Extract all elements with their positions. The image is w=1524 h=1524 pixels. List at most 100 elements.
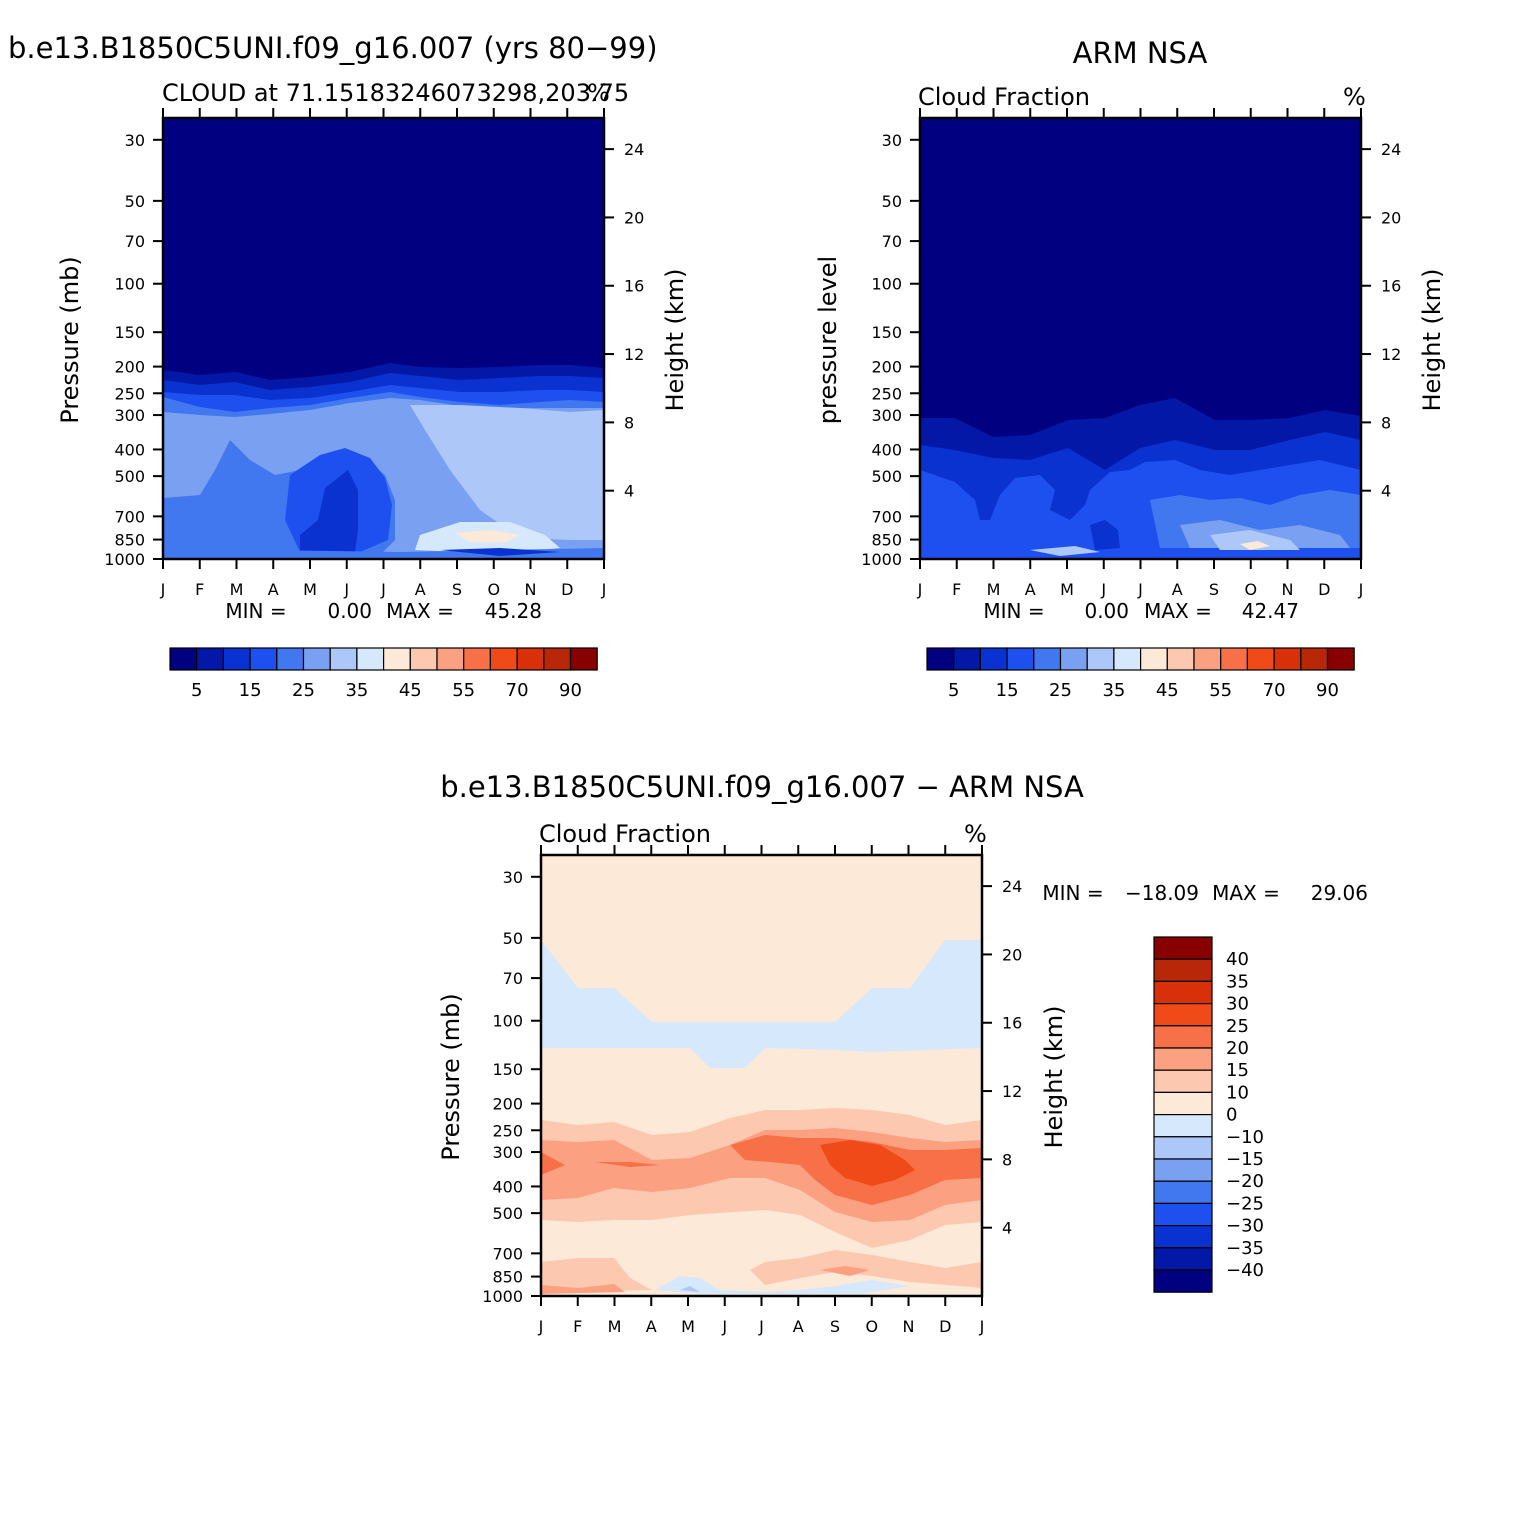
x-tick-label: F [573,1317,582,1336]
x-tick-label: J [917,580,923,599]
colorbar-label: 45 [1156,680,1179,701]
y-tick-label: 300 [114,406,145,425]
x-tick-label: M [1060,580,1074,599]
y-tick-label: 70 [503,969,523,988]
x-tick-label: J [601,580,607,599]
colorbar-swatch [1033,647,1062,671]
y2-tick-label: 4 [1381,482,1391,501]
model-surface-band-2 [440,548,560,556]
x-tick-label: A [646,1317,657,1336]
colorbar-label: −15 [1226,1149,1264,1170]
y-tick-label: 300 [871,406,902,425]
y-tick-label: 250 [871,384,902,403]
y-tick-label: 500 [114,467,145,486]
colorbar-label: 45 [399,680,422,701]
obs-low-core [1090,520,1120,550]
model-min-label: MIN = [225,599,286,623]
y-tick-label: 700 [114,507,145,526]
diff-panel: b.e13.B1850C5UNI.f09_g16.007 − ARM NSA C… [437,770,1368,1336]
model-units: % [587,79,610,107]
diff-y2-label: Height (km) [1040,1006,1068,1149]
y2-tick-label: 4 [1002,1219,1012,1238]
colorbar-swatch [1153,1180,1213,1204]
x-tick-label: J [538,1317,544,1336]
model-panel: b.e13.B1850C5UNI.f09_g16.007 (yrs 80−99)… [8,31,689,701]
y-tick-label: 30 [882,131,902,150]
colorbar-label: −35 [1226,1238,1264,1259]
y-tick-label: 70 [125,232,145,251]
y-tick-label: 100 [871,275,902,294]
y2-tick-label: 12 [624,345,644,364]
colorbar-swatch [222,647,251,671]
y-tick-label: 400 [871,440,902,459]
y-tick-label: 400 [492,1177,523,1196]
colorbar-swatch [1006,647,1035,671]
colorbar-swatch [1166,647,1195,671]
x-tick-label: M [303,580,317,599]
colorbar-swatch [1246,647,1275,671]
colorbar-swatch [356,647,385,671]
x-tick-label: J [380,580,386,599]
colorbar-swatch [169,647,198,671]
x-tick-label: M [681,1317,695,1336]
y-tick-label: 1000 [104,550,145,569]
colorbar-swatch [1059,647,1088,671]
y2-tick-label: 20 [1002,945,1022,964]
model-band-8 [455,530,520,542]
colorbar-swatch [1153,980,1213,1005]
y-tick-label: 200 [114,358,145,377]
x-tick-label: J [979,1317,985,1336]
y-tick-label: 50 [882,192,902,211]
x-tick-label: M [608,1317,622,1336]
colorbar-swatch [569,647,598,671]
y-tick-label: 30 [125,131,145,150]
y-tick-label: 300 [492,1143,523,1162]
colorbar-swatch [1153,1158,1213,1182]
diff-min-value: −18.09 [1125,881,1199,905]
obs-band-6 [1210,530,1300,550]
x-tick-label: J [721,1317,727,1336]
colorbar-swatch [276,647,305,671]
y-tick-label: 850 [492,1268,523,1287]
diff-low-positive-2 [541,1266,870,1294]
model-y2-label: Height (km) [661,269,689,412]
y-tick-label: 150 [114,323,145,342]
diff-band-25 [820,1140,915,1186]
x-tick-label: O [1244,580,1257,599]
y-tick-label: 1000 [861,550,902,569]
x-tick-label: S [452,580,462,599]
colorbar-label: 25 [1226,1016,1249,1037]
y-tick-label: 30 [503,868,523,887]
diff-plot-area [541,855,982,1296]
y2-tick-label: 12 [1381,345,1401,364]
colorbar-label: 15 [239,680,262,701]
obs-title: ARM NSA [1073,36,1208,70]
colorbar-swatch [302,647,331,671]
diff-max-value: 29.06 [1311,881,1368,905]
colorbar-swatch [489,647,518,671]
colorbar-label: −20 [1226,1171,1264,1192]
y-tick-label: 1000 [482,1287,523,1306]
x-tick-label: O [865,1317,878,1336]
colorbar-label: 5 [191,680,202,701]
colorbar-swatch [249,647,278,671]
x-tick-label: J [343,580,349,599]
colorbar-swatch [1153,1224,1213,1249]
y-tick-label: 150 [871,323,902,342]
colorbar-label: 90 [1316,680,1339,701]
colorbar-swatch [1153,1069,1213,1093]
colorbar-label: 55 [1209,680,1232,701]
colorbar-label: −25 [1226,1193,1264,1214]
y2-tick-label: 16 [1002,1014,1022,1033]
colorbar-swatch [1153,1202,1213,1227]
y2-tick-label: 4 [624,482,634,501]
colorbar-label: −10 [1226,1127,1264,1148]
x-tick-label: A [793,1317,804,1336]
x-tick-label: S [1209,580,1219,599]
diff-negative-band [541,940,982,1068]
diff-low-negative [655,1276,910,1294]
colorbar-label: 70 [1263,680,1286,701]
